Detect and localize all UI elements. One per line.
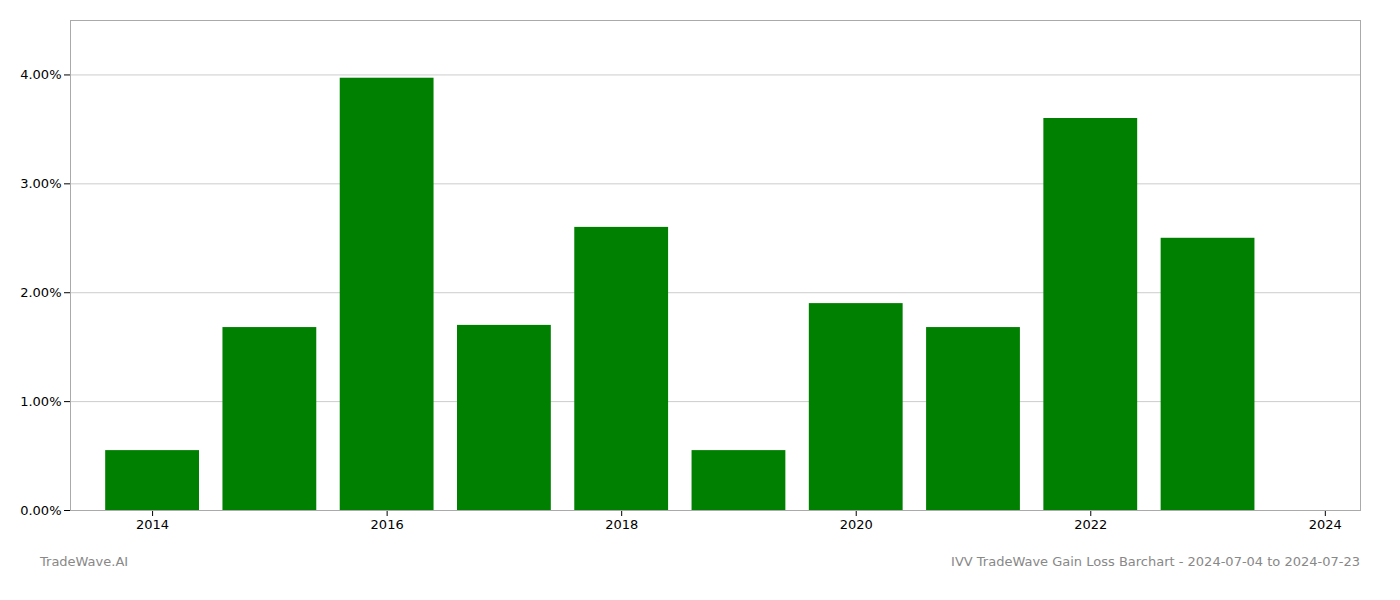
svg-text:2014: 2014 xyxy=(136,517,169,532)
svg-text:2.00%: 2.00% xyxy=(20,285,61,300)
html-text:IVV TradeWave Gain Loss Barcha: IVV TradeWave Gain Loss Barchart - 2024-… xyxy=(951,554,1360,569)
svg-text:0.00%: 0.00% xyxy=(20,503,61,518)
svg-text:2022: 2022 xyxy=(1074,517,1107,532)
svg-text:3.00%: 3.00% xyxy=(20,176,61,191)
svg-text:2018: 2018 xyxy=(605,517,638,532)
svg-text:1.00%: 1.00% xyxy=(20,394,61,409)
svg-text:2024: 2024 xyxy=(1309,517,1342,532)
svg-text:2016: 2016 xyxy=(371,517,404,532)
svg-text:4.00%: 4.00% xyxy=(20,67,61,82)
svg-text:2020: 2020 xyxy=(840,517,873,532)
html-text:TradeWave.AI: TradeWave.AI xyxy=(40,554,129,569)
